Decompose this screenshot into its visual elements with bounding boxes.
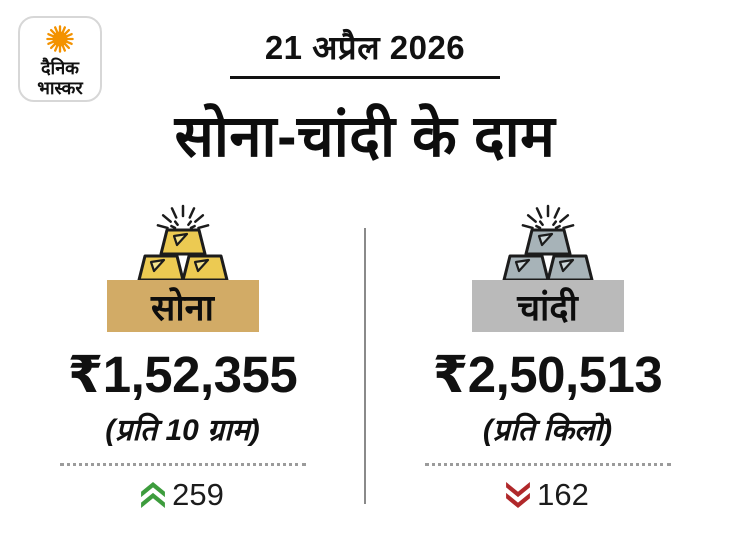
gold-column: सोना ₹1,52,355 (प्रति 10 ग्राम) 259 (0, 202, 365, 513)
page-title: सोना-चांदी के दाम (174, 104, 556, 169)
gold-dotted-divider (59, 463, 306, 467)
silver-price: ₹2,50,513 (432, 346, 663, 403)
down-arrow-icon (506, 482, 531, 509)
gold-bars-icon (137, 204, 228, 282)
price-columns: सोना ₹1,52,355 (प्रति 10 ग्राम) 259 (0, 202, 730, 513)
silver-change-value: 162 (537, 477, 589, 513)
gold-change: 259 (141, 477, 224, 513)
date-underline (230, 76, 500, 79)
gold-price: ₹1,52,355 (67, 346, 298, 403)
sun-icon (46, 24, 74, 53)
silver-change: 162 (506, 477, 589, 513)
brand-name-line2: भास्कर (37, 77, 83, 98)
gold-label: सोना (151, 286, 214, 328)
gold-change-value: 259 (172, 477, 224, 513)
silver-label-box: चांदी (471, 280, 624, 332)
gold-label-box: सोना (106, 280, 259, 332)
silver-bars-icon (502, 204, 593, 282)
gold-unit: (प्रति 10 ग्राम) (105, 414, 260, 448)
silver-label: चांदी (517, 286, 578, 328)
silver-unit: (प्रति किलो) (482, 414, 613, 448)
date-text: 21 अप्रैल 2026 (264, 29, 466, 66)
date-header: 21 अप्रैल 2026 (0, 24, 730, 79)
column-divider (364, 228, 366, 504)
silver-dotted-divider (424, 463, 671, 467)
brand-name-line1: दैनिक (40, 57, 80, 78)
silver-column: चांदी ₹2,50,513 (प्रति किलो) 162 (365, 202, 730, 513)
dainik-bhaskar-logo: दैनिक भास्कर (18, 16, 102, 102)
up-arrow-icon (141, 482, 166, 509)
